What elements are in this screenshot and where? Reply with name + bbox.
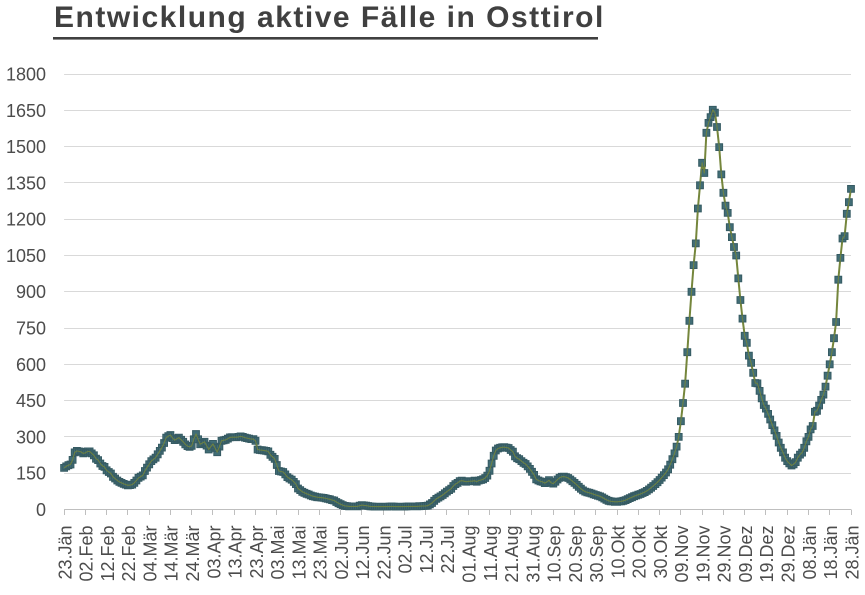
svg-text:19.Nov: 19.Nov [693,526,713,583]
svg-text:30.Okt: 30.Okt [651,526,671,579]
svg-text:13.Mai: 13.Mai [289,526,309,580]
svg-text:22.Feb: 22.Feb [119,526,139,582]
svg-text:29.Nov: 29.Nov [715,526,735,583]
svg-text:30.Sep: 30.Sep [587,526,607,583]
svg-text:22.Jul: 22.Jul [438,526,458,574]
svg-text:600: 600 [16,355,46,375]
svg-text:20.Okt: 20.Okt [630,526,650,579]
svg-text:23.Apr: 23.Apr [247,526,267,579]
svg-text:21.Aug: 21.Aug [502,526,522,583]
svg-text:1650: 1650 [6,101,46,121]
svg-text:450: 450 [16,391,46,411]
svg-text:08.Jän: 08.Jän [800,526,820,580]
svg-text:23.Mai: 23.Mai [311,526,331,580]
svg-text:10.Okt: 10.Okt [608,526,628,579]
svg-text:12.Jun: 12.Jun [353,526,373,580]
svg-text:14.Mär: 14.Mär [162,526,182,582]
svg-text:02.Feb: 02.Feb [77,526,97,582]
svg-text:12.Jul: 12.Jul [417,526,437,574]
svg-text:150: 150 [16,464,46,484]
svg-text:01.Aug: 01.Aug [459,526,479,583]
svg-text:02.Jun: 02.Jun [332,526,352,580]
svg-text:19.Dez: 19.Dez [757,526,777,583]
svg-text:18.Jän: 18.Jän [821,526,841,580]
svg-text:11.Aug: 11.Aug [481,526,501,582]
svg-text:09.Nov: 09.Nov [672,526,692,583]
svg-text:1350: 1350 [6,173,46,193]
svg-text:22.Jun: 22.Jun [374,526,394,580]
svg-text:0: 0 [36,500,46,520]
svg-text:24.Mär: 24.Mär [183,526,203,582]
svg-text:750: 750 [16,319,46,339]
svg-text:13.Apr: 13.Apr [226,526,246,579]
svg-text:Entwicklung aktive Fälle in Os: Entwicklung aktive Fälle in Osttirol [54,1,605,34]
svg-text:04.Mär: 04.Mär [140,526,160,582]
svg-text:09.Dez: 09.Dez [736,526,756,583]
svg-text:23.Jän: 23.Jän [55,526,75,580]
svg-text:12.Feb: 12.Feb [98,526,118,582]
svg-text:900: 900 [16,282,46,302]
svg-text:03.Apr: 03.Apr [204,526,224,579]
svg-text:20.Sep: 20.Sep [566,526,586,583]
svg-text:31.Aug: 31.Aug [523,526,543,583]
svg-text:1500: 1500 [6,137,46,157]
svg-text:10.Sep: 10.Sep [545,526,565,583]
svg-text:29.Dez: 29.Dez [779,526,799,583]
svg-text:03.Mai: 03.Mai [268,526,288,580]
svg-text:1050: 1050 [6,246,46,266]
svg-text:1800: 1800 [6,65,46,85]
svg-text:1200: 1200 [6,210,46,230]
svg-text:300: 300 [16,427,46,447]
svg-text:02.Jul: 02.Jul [396,526,416,574]
svg-text:28.Jän: 28.Jän [842,526,862,580]
